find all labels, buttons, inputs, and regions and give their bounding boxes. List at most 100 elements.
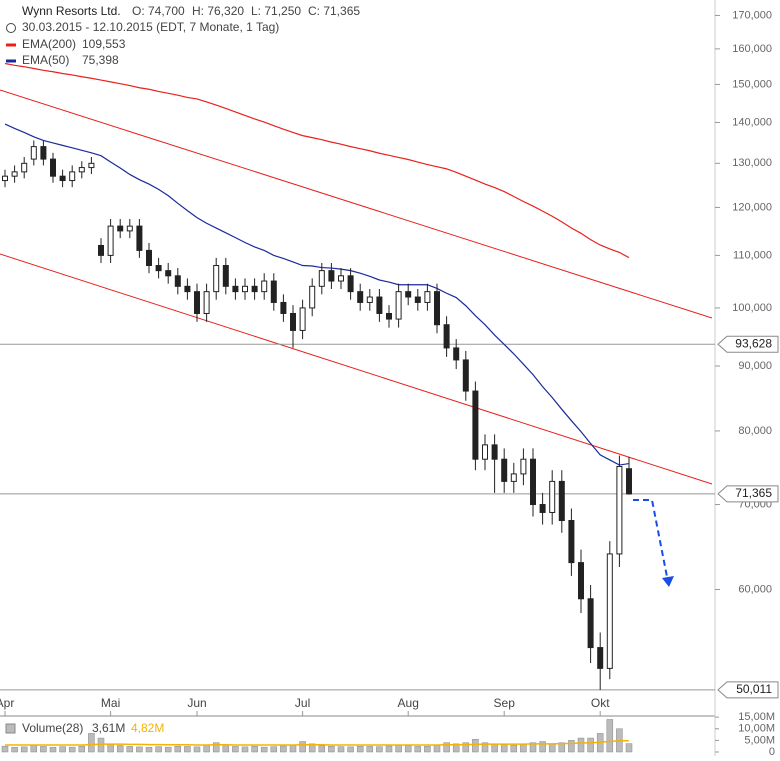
candle-body	[414, 296, 421, 303]
volume-bar	[155, 746, 162, 753]
volume-bar	[548, 743, 556, 753]
legend-value: 75,398	[82, 53, 119, 67]
candle-body	[443, 324, 450, 349]
price-label: 71,365	[735, 486, 772, 500]
y-tick-label: 80,000	[738, 425, 772, 437]
candle-body	[30, 146, 37, 160]
legend-value: 109,553	[82, 37, 126, 51]
volume-bar	[1, 745, 9, 753]
volume-bar	[568, 740, 575, 753]
y-tick-label: 90,000	[738, 360, 772, 372]
candle-body	[165, 270, 172, 277]
y-tick-label: 140,000	[732, 116, 772, 128]
candle-body	[338, 275, 344, 282]
volume-bar	[356, 745, 364, 753]
price-label-box	[717, 335, 779, 353]
candle-body	[184, 285, 191, 293]
volume-bar	[606, 719, 614, 753]
candle-body	[357, 291, 364, 303]
volume-bar	[49, 747, 57, 753]
candle-body	[568, 520, 575, 564]
volume-value: 3,61M	[92, 721, 125, 735]
volume-bar	[376, 746, 383, 753]
volume-title: Volume(28)	[22, 721, 83, 735]
volume-bar	[308, 743, 316, 753]
volume-bar	[193, 746, 201, 753]
candle-body	[69, 171, 76, 182]
x-tick-label: Sep	[494, 696, 516, 710]
volume-tick-label: 10,00M	[738, 723, 775, 735]
volume-bar	[366, 746, 374, 753]
candle-body	[530, 458, 536, 506]
volume-bar	[472, 738, 479, 753]
x-tick-label: Okt	[591, 696, 610, 710]
candle-body	[299, 307, 306, 331]
volume-bar	[481, 742, 489, 753]
candle-body	[107, 225, 114, 256]
candle-body	[59, 175, 66, 182]
candle-body	[126, 225, 133, 232]
trend-channel-lower	[0, 253, 713, 485]
volume-bar	[289, 744, 297, 753]
ohlc-close: C: 71,365	[308, 4, 360, 18]
candle-body	[376, 296, 383, 314]
candle-body	[232, 285, 239, 293]
price-label: 93,628	[735, 336, 772, 350]
candle-body	[50, 158, 56, 177]
candle-body	[424, 291, 431, 303]
volume-bar	[529, 742, 537, 753]
y-tick-label: 160,000	[732, 43, 772, 55]
x-tick-label: Mai	[101, 696, 120, 710]
volume-bar	[558, 742, 566, 753]
candle-body	[203, 291, 210, 314]
candle-body	[395, 291, 402, 320]
x-tick-label: Jun	[187, 696, 206, 710]
volume-bar	[395, 744, 402, 753]
candle-body	[616, 466, 623, 555]
candle-body	[434, 291, 440, 326]
candle-body	[328, 270, 335, 282]
candle-body	[597, 647, 604, 669]
candle-body	[386, 312, 392, 320]
volume-tick-label: 5,00M	[744, 734, 775, 746]
candle-body	[290, 312, 296, 331]
candle-body	[539, 504, 546, 513]
volume-ema-value: 4,82M	[131, 721, 164, 735]
x-tick-label: Aug	[398, 696, 419, 710]
candle-body	[587, 598, 594, 649]
volume-bar	[68, 746, 76, 753]
ema-line	[4, 123, 630, 466]
volume-bar	[510, 744, 518, 753]
volume-bar	[145, 747, 153, 753]
volume-bar	[88, 733, 95, 753]
volume-bar	[59, 746, 66, 753]
candle-body	[280, 301, 287, 314]
trend-channel-upper	[0, 89, 713, 319]
volume-bar	[587, 737, 594, 753]
candle-body	[117, 225, 124, 232]
volume-bar	[203, 744, 210, 753]
candle-body	[453, 347, 460, 361]
candle-body	[40, 146, 47, 160]
price-label: 50,011	[736, 682, 772, 696]
y-tick-label: 110,000	[733, 249, 772, 261]
volume-bar	[97, 737, 105, 753]
price-label-box	[717, 681, 779, 699]
y-tick-label: 170,000	[732, 9, 772, 21]
candle-body	[270, 280, 277, 303]
volume-bar	[30, 744, 38, 753]
volume-bar	[20, 746, 28, 753]
volume-bar	[520, 743, 527, 753]
y-tick-label: 150,000	[732, 78, 772, 90]
volume-bar	[404, 745, 412, 753]
volume-bar	[433, 744, 441, 753]
candle-body	[606, 553, 613, 669]
candle-body	[472, 390, 479, 460]
candle-body	[11, 171, 18, 177]
volume-bar	[241, 746, 249, 753]
volume-bar	[424, 745, 431, 753]
x-tick-label: Jul	[295, 696, 310, 710]
candle-body	[558, 480, 565, 522]
candle-body	[98, 244, 104, 256]
volume-bar	[337, 746, 345, 753]
